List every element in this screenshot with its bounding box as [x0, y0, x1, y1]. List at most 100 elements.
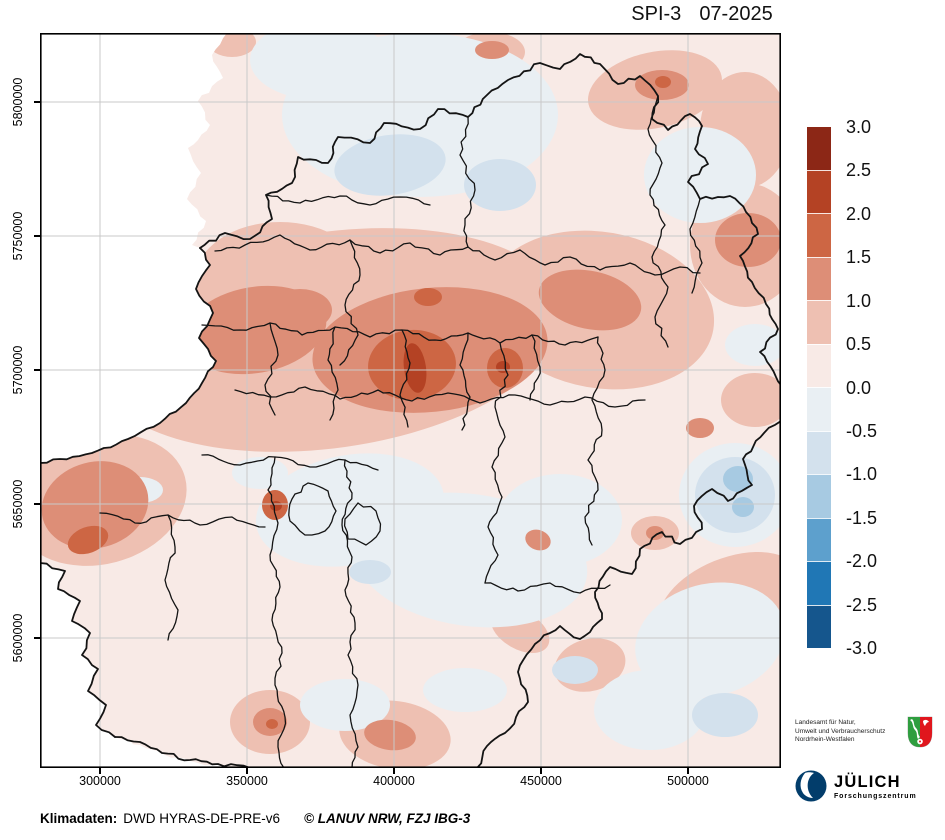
district-border: [484, 582, 611, 594]
y-tick-label: 5750000: [11, 211, 25, 261]
footer-copyright: © LANUV NRW, FZJ IBG-3: [304, 811, 471, 826]
colorbar-segment: [807, 343, 831, 387]
map-svg: [40, 33, 781, 768]
spi-contour-blob: [538, 269, 642, 331]
colorbar-tick-label: -2.5: [846, 594, 878, 615]
no-data-region: [40, 563, 227, 768]
spi-contour-blob: [715, 213, 781, 267]
spi-contour-blob: [646, 526, 664, 540]
colorbar-tick-label: 2.0: [846, 203, 872, 224]
lanuv-text: Landesamt für Natur, Umwelt und Verbrauc…: [795, 716, 899, 745]
title-date: 07-2025: [699, 3, 773, 25]
source-footer: Klimadaten: DWD HYRAS-DE-PRE-v6 © LANUV NR…: [40, 811, 470, 826]
colorbar-tick-label: 0.5: [846, 334, 872, 355]
spi-contour-blob: [498, 474, 622, 566]
juelich-disc-icon: [795, 770, 827, 807]
district-border: [288, 482, 337, 536]
spi-contour-blob: [300, 679, 390, 731]
plot-frame: [40, 33, 781, 768]
x-tick-mark: [540, 768, 542, 774]
colorbar-tick-label: 0.0: [846, 377, 872, 398]
colorbar-tick-label: 1.5: [846, 247, 872, 268]
colorbar-segment: [807, 127, 831, 170]
spi-contour-blob: [403, 343, 427, 393]
district-border: [264, 322, 279, 416]
y-tick-mark: [34, 503, 40, 505]
x-tick-label: 400000: [373, 774, 415, 788]
colorbar-segment: [807, 256, 831, 300]
district-border: [341, 459, 359, 768]
colorbar-tick-label: -3.0: [846, 638, 878, 659]
footer-dataset: DWD HYRAS-DE-PRE-v6: [123, 811, 281, 826]
spi-contour-blob: [525, 529, 551, 551]
spi-contour-blob: [250, 33, 390, 100]
x-tick-label: 300000: [79, 774, 121, 788]
colorbar: [807, 127, 831, 648]
district-border: [201, 322, 599, 346]
footer-label: Klimadaten:: [40, 811, 118, 826]
colorbar-segment: [807, 474, 831, 518]
spi-contour-blob: [496, 361, 510, 373]
y-tick-label: 5800000: [11, 77, 25, 127]
colorbar-segment: [807, 169, 831, 213]
spi-contour-blob: [644, 127, 756, 223]
state-border: [199, 53, 781, 386]
district-border: [459, 116, 476, 248]
spi-contour-blob: [423, 668, 507, 712]
district-border: [484, 342, 509, 584]
juelich-subtitle: Forschungszentrum: [834, 793, 917, 800]
colorbar-tick-label: -0.5: [846, 420, 878, 441]
state-border: [114, 736, 251, 768]
district-border: [201, 454, 379, 471]
spi-contour-blob: [686, 418, 714, 438]
colorbar-segment: [807, 517, 831, 561]
x-tick-label: 350000: [226, 774, 268, 788]
colorbar-segment: [807, 213, 831, 257]
spi-contour-blob: [67, 525, 109, 555]
y-tick-label: 5650000: [11, 479, 25, 529]
district-border: [164, 514, 179, 641]
colorbar-tick-label: -1.5: [846, 507, 878, 528]
lanuv-line2: Umwelt und Verbraucherschutz: [795, 727, 886, 735]
district-border: [689, 198, 703, 294]
colorbar-segment: [807, 387, 831, 431]
lanuv-logo: Landesamt für Natur, Umwelt und Verbrauc…: [795, 716, 937, 753]
spi-contour-blob: [232, 457, 288, 489]
district-border: [267, 456, 287, 768]
spi-contour-blob: [266, 719, 278, 729]
spi-contour-blob: [692, 693, 758, 737]
spi-contour-blob: [364, 719, 416, 751]
y-tick-label: 5700000: [11, 345, 25, 395]
y-tick-label: 5600000: [11, 613, 25, 663]
colorbar-tick-label: -1.0: [846, 464, 878, 485]
spi-contour-blob: [268, 289, 332, 331]
x-tick-mark: [99, 768, 101, 774]
colorbar-segment: [807, 300, 831, 344]
district-border: [343, 502, 382, 546]
spi-contour-blob: [552, 656, 598, 684]
juelich-logo: JÜLICH Forschungszentrum: [795, 770, 917, 807]
colorbar-segment: [807, 430, 831, 474]
y-tick-mark: [34, 235, 40, 237]
district-border: [327, 326, 339, 421]
x-tick-mark: [246, 768, 248, 774]
district-border: [399, 329, 411, 428]
spi-contour-blob: [594, 670, 706, 750]
spi-contour-blob: [41, 461, 149, 549]
state-border: [476, 420, 781, 768]
district-border: [584, 336, 606, 546]
district-border: [265, 194, 431, 206]
district-border: [99, 512, 266, 528]
spi-contour-blob: [334, 134, 446, 196]
spi-contour-blob: [635, 582, 781, 698]
spi-contour-blob: [723, 466, 753, 492]
colorbar-tick-label: 3.0: [846, 117, 872, 137]
map-plot-area: [40, 33, 781, 768]
spi-contour-blob: [655, 76, 671, 88]
colorbar-tick-label: 1.0: [846, 290, 872, 311]
no-data-region: [40, 33, 227, 463]
colorbar-segment: [807, 561, 831, 605]
state-border: [40, 562, 116, 738]
colorbar-segment: [807, 604, 831, 648]
